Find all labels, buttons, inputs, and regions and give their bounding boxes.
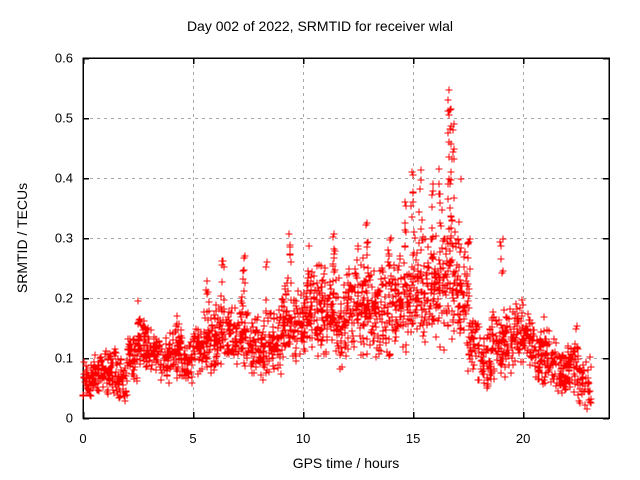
y-tick-label: 0.5	[55, 111, 73, 126]
x-tick-label: 20	[516, 431, 530, 446]
y-tick-label: 0.1	[55, 351, 73, 366]
y-tick-label: 0.6	[55, 51, 73, 66]
y-tick-label: 0.3	[55, 231, 73, 246]
scatter-points	[79, 86, 595, 413]
x-axis-label: GPS time / hours	[292, 455, 400, 471]
x-tick-label: 0	[79, 431, 86, 446]
y-tick-label: 0.2	[55, 291, 73, 306]
chart-title: Day 002 of 2022, SRMTID for receiver wla…	[186, 18, 454, 34]
x-tick-label: 15	[406, 431, 420, 446]
y-tick-label: 0.4	[55, 171, 73, 186]
y-tick-label: 0	[66, 411, 73, 426]
x-tick-label: 5	[189, 431, 196, 446]
x-tick-label: 10	[296, 431, 310, 446]
